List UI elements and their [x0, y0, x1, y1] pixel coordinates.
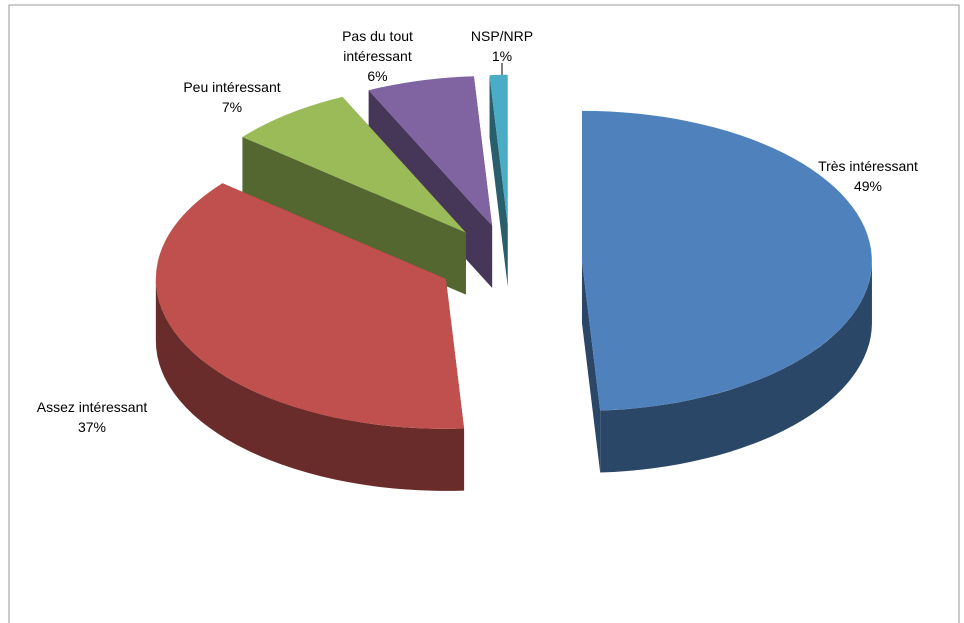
slice-top — [242, 96, 466, 233]
slice-top — [581, 110, 872, 411]
slice — [581, 110, 872, 473]
category-label: Peu intéressant — [183, 79, 281, 95]
slice-label: Peu intéressant 7% — [162, 77, 302, 117]
value-label: 37% — [77, 419, 107, 435]
slice — [489, 74, 508, 287]
category-label: Assez intéressant — [36, 399, 148, 415]
value-label: 1% — [491, 48, 513, 64]
slice — [155, 183, 465, 491]
category-label: Pas du tout intéressant — [342, 28, 413, 64]
category-label: Très intéressant — [818, 158, 918, 174]
slice-face — [581, 260, 601, 473]
slice-top — [489, 74, 508, 225]
frame — [8, 4, 960, 623]
slice-side — [155, 278, 465, 491]
slice-top — [155, 183, 465, 429]
slice-label: Assez intéressant 37% — [12, 397, 172, 437]
slice-label: Très intéressant 49% — [808, 156, 928, 196]
slice — [242, 96, 466, 295]
slice-top — [368, 76, 493, 226]
slice-label: Pas du tout intéressant 6% — [330, 26, 425, 86]
category-label: NSP/NRP — [470, 28, 534, 44]
value-label: 49% — [853, 178, 883, 194]
slice-label: NSP/NRP 1% — [462, 26, 542, 66]
slice-side — [600, 260, 872, 473]
value-label: 7% — [221, 99, 243, 115]
slice-face — [489, 75, 508, 287]
slice-face — [242, 136, 466, 295]
value-label: 6% — [367, 68, 388, 84]
